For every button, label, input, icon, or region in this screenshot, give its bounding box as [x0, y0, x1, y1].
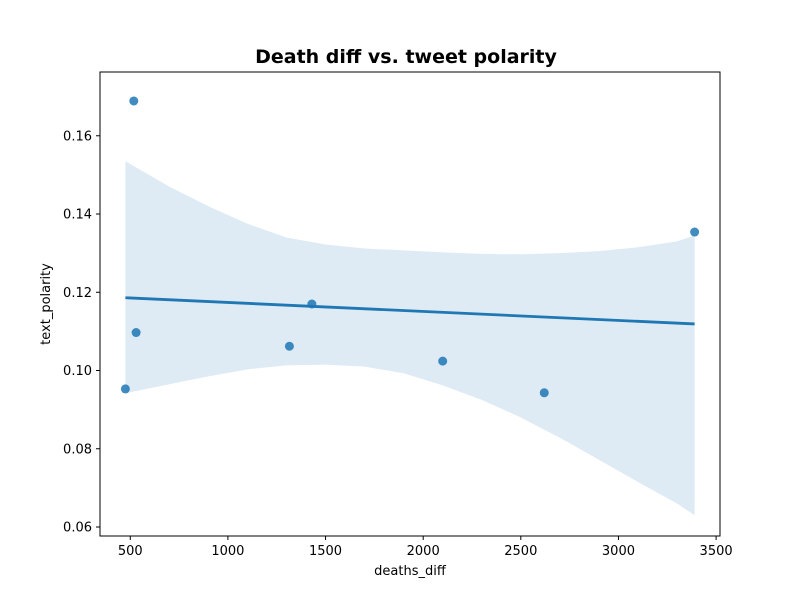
x-tick-label: 1500 — [309, 544, 342, 559]
plot-frame — [99, 71, 721, 537]
x-tick-label: 2000 — [407, 544, 440, 559]
y-axis-ticks: 0.06 0.08 0.10 0.12 0.14 0.16 — [63, 129, 100, 536]
confidence-band-layer — [125, 161, 695, 516]
y-tick-label: 0.06 — [63, 521, 92, 536]
chart-title: Death diff vs. tweet polarity — [255, 46, 557, 68]
y-axis-label: text_polarity — [39, 263, 54, 345]
data-point — [539, 388, 549, 398]
x-tick-label: 2500 — [504, 544, 537, 559]
x-tick-label: 3000 — [602, 544, 635, 559]
confidence-band — [125, 161, 695, 516]
y-tick-label: 0.14 — [63, 208, 92, 223]
y-tick-label: 0.08 — [63, 442, 92, 457]
data-point — [284, 341, 294, 351]
data-point — [131, 328, 141, 338]
x-tick-label: 3500 — [700, 544, 733, 559]
y-tick-label: 0.12 — [63, 286, 92, 301]
data-point — [120, 384, 130, 394]
y-tick-label: 0.16 — [63, 129, 92, 144]
x-axis-label: deaths_diff — [374, 564, 447, 579]
regression-line — [125, 296, 695, 326]
data-point — [438, 356, 448, 366]
x-axis-ticks: 500 1000 1500 2000 2500 3000 3500 — [118, 536, 733, 559]
data-point — [690, 227, 700, 237]
x-tick-label: 500 — [118, 544, 143, 559]
x-tick-label: 1000 — [211, 544, 244, 559]
y-tick-label: 0.10 — [63, 364, 92, 379]
data-point — [307, 299, 317, 309]
scatter-points-layer — [120, 96, 700, 398]
regression-line-layer — [125, 296, 695, 326]
data-point — [129, 96, 139, 106]
